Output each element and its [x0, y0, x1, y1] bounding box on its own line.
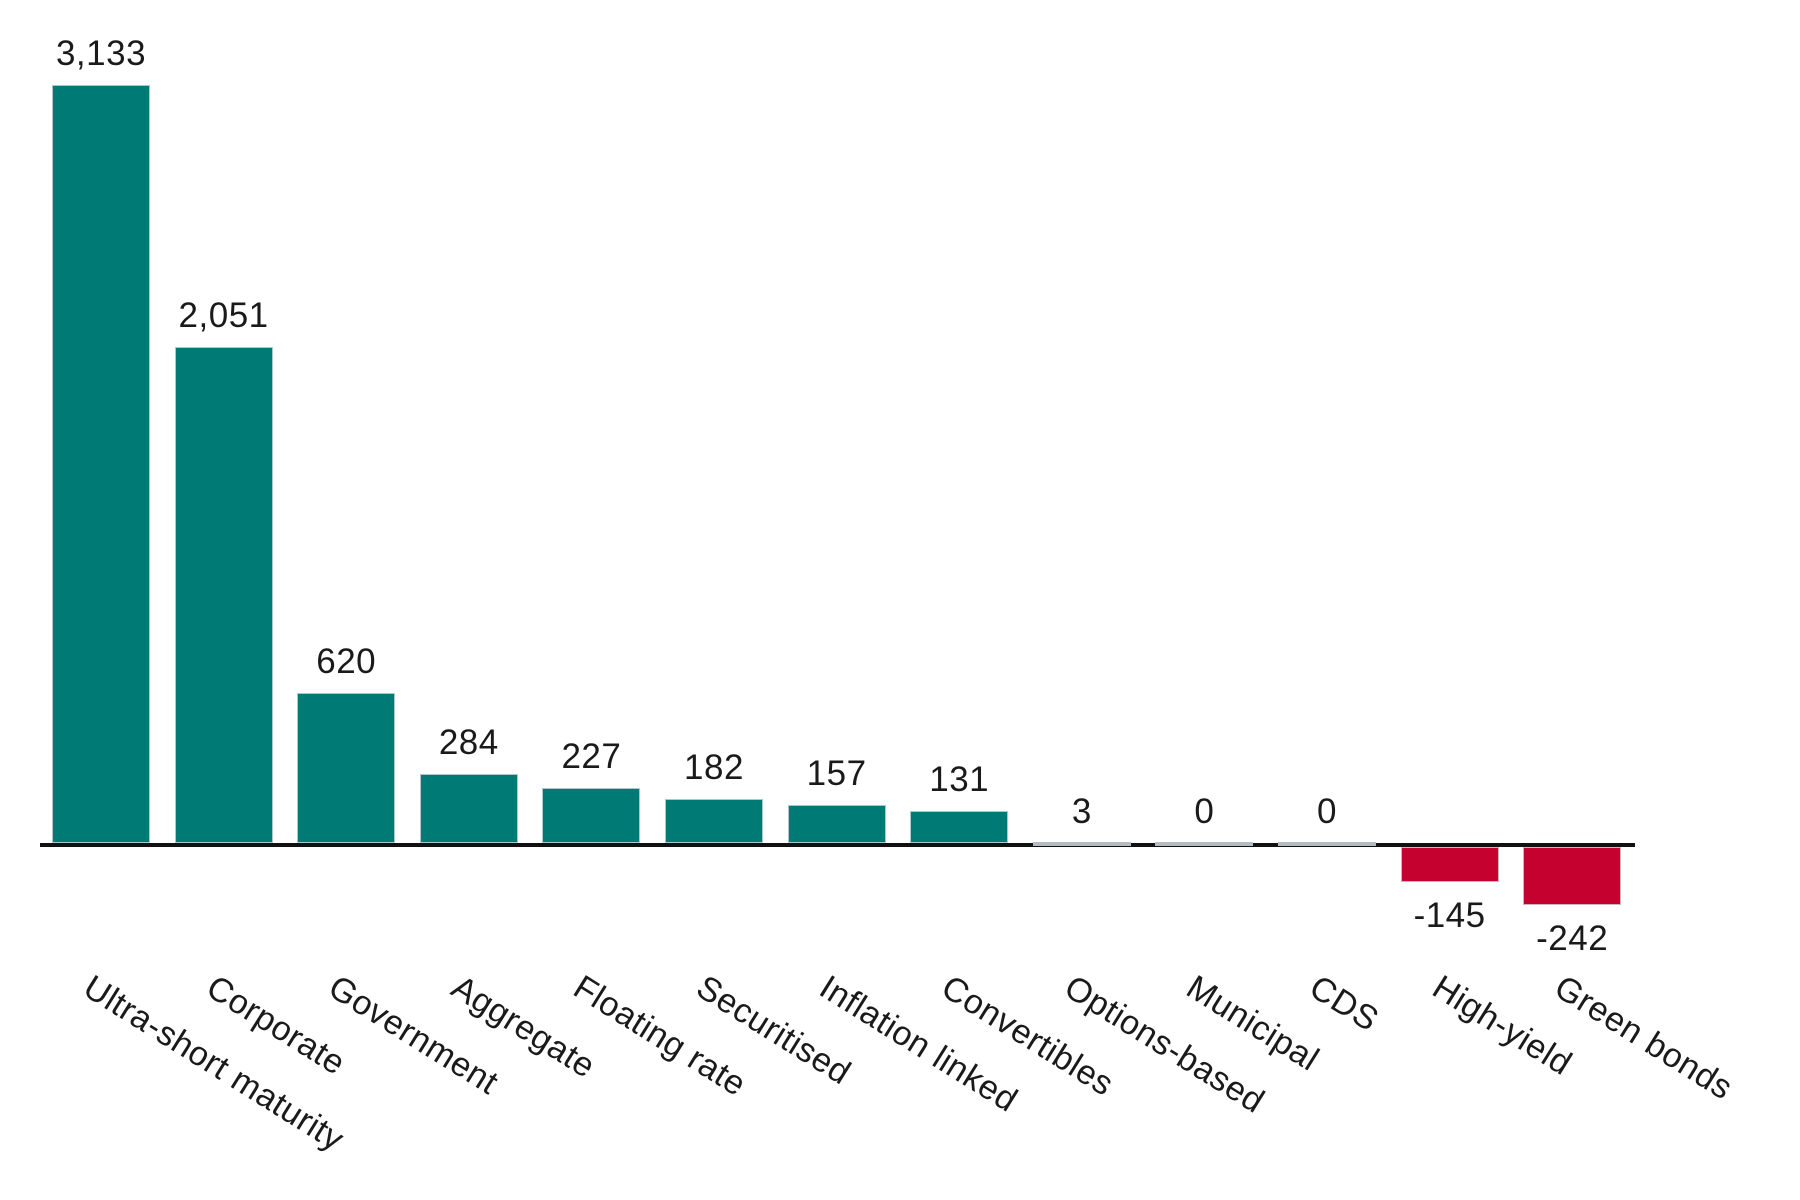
value-label: 284: [438, 723, 499, 763]
value-label: -242: [1536, 919, 1609, 959]
bar: [787, 805, 886, 843]
category-label: High-yield: [1425, 968, 1579, 1083]
bar: [910, 811, 1009, 843]
bar: [1400, 846, 1499, 882]
value-label: -145: [1413, 895, 1486, 935]
bar: [174, 346, 273, 843]
bar: [542, 788, 641, 843]
x-axis-line: [40, 843, 1635, 847]
value-label: 157: [806, 754, 867, 793]
bar: [1523, 846, 1622, 906]
category-label: CDS: [1302, 968, 1386, 1040]
bar: [665, 798, 763, 843]
category-label: Green bonds: [1548, 968, 1740, 1108]
value-label: 3,133: [55, 34, 147, 73]
bar: [419, 774, 518, 843]
category-label: Options-based: [1057, 968, 1271, 1121]
value-label: 227: [561, 737, 622, 777]
value-label: 182: [684, 747, 744, 787]
value-label: 620: [316, 641, 377, 681]
value-label: 3: [1071, 792, 1092, 831]
bar: [1278, 841, 1376, 846]
bar: [52, 85, 150, 843]
value-label: 2,051: [178, 295, 269, 335]
bar: [1032, 841, 1131, 846]
value-label: 131: [929, 760, 990, 800]
value-label: 0: [1194, 792, 1215, 831]
value-label: 0: [1317, 792, 1337, 831]
bar: [297, 692, 396, 843]
bar: [1155, 841, 1254, 846]
